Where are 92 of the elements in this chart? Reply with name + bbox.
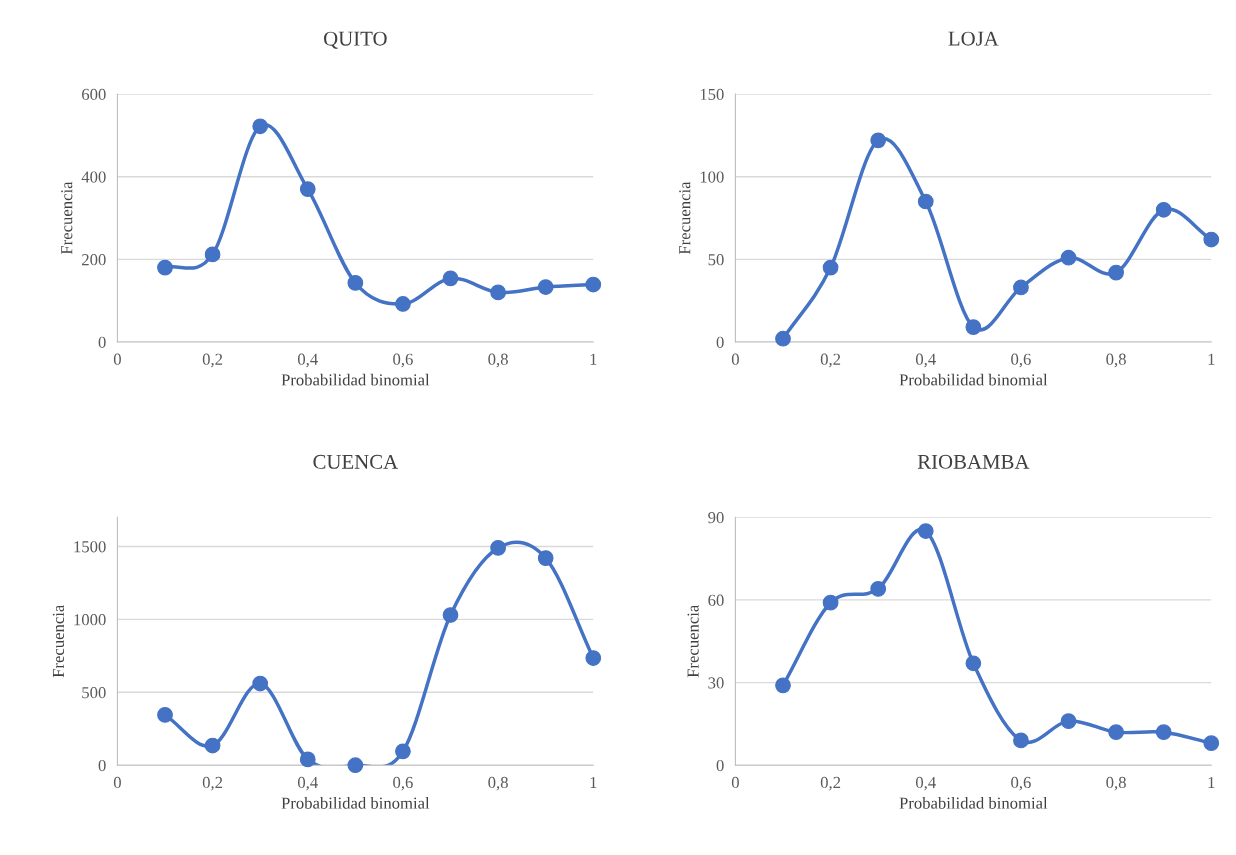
y-tick-label: 0 — [98, 759, 106, 772]
point — [585, 276, 602, 293]
x-tick-label: 0,4 — [297, 776, 318, 791]
point — [965, 319, 982, 335]
x-tick-label: 0,6 — [1011, 353, 1031, 368]
point — [442, 270, 459, 287]
y-tick-label: 100 — [700, 171, 724, 183]
x-tick-label: 0 — [113, 776, 121, 789]
point — [917, 193, 934, 210]
y-tick-label: 1000 — [74, 614, 106, 626]
y-axis-title: Frecuencia — [52, 604, 65, 678]
point — [347, 275, 364, 291]
point — [822, 259, 839, 276]
point — [1013, 279, 1029, 296]
point — [490, 284, 506, 301]
y-tick-label: 200 — [82, 254, 106, 266]
point — [1060, 249, 1077, 266]
x-tick-label: 0,8 — [1106, 353, 1126, 368]
y-axis-title: Frecuencia — [687, 604, 699, 678]
point — [775, 330, 791, 347]
x-tick-label: 0,2 — [202, 353, 223, 368]
x-tick-label: 1 — [1208, 353, 1215, 365]
x-axis-title: Probabilidad binomial — [899, 797, 1048, 809]
x-axis-title: Probabilidad binomial — [899, 373, 1048, 386]
point — [1203, 735, 1220, 752]
point — [917, 523, 934, 539]
chart-title: RIOBAMBA — [917, 454, 1030, 469]
point — [490, 540, 506, 556]
point — [1155, 201, 1172, 218]
x-tick-label: 0 — [731, 776, 739, 789]
point — [204, 737, 221, 754]
x-axis-title: Probabilidad binomial — [281, 797, 430, 809]
point — [870, 132, 887, 149]
point — [585, 650, 602, 666]
x-tick-label: 0,2 — [202, 776, 223, 791]
x-tick-label: 0,2 — [820, 353, 841, 368]
y-tick-label: 600 — [82, 88, 106, 100]
y-tick-label: 30 — [708, 677, 724, 689]
x-tick-label: 0 — [731, 353, 739, 365]
x-axis-title: Probabilidad binomial — [281, 373, 430, 386]
point — [775, 677, 791, 694]
point — [299, 751, 316, 768]
point — [1155, 724, 1172, 741]
point — [157, 707, 173, 723]
x-tick-label: 1 — [1208, 776, 1215, 788]
x-tick-label: 0,2 — [820, 776, 841, 791]
x-tick-label: 0,6 — [393, 776, 413, 791]
x-tick-label: 0,8 — [1106, 776, 1126, 791]
y-axis-title: Frecuencia — [61, 181, 73, 255]
point — [395, 743, 411, 760]
x-tick-label: 0,6 — [393, 353, 413, 368]
point — [204, 246, 221, 263]
y-tick-label: 500 — [82, 687, 106, 699]
point — [537, 279, 554, 295]
x-tick-label: 0,8 — [488, 353, 508, 368]
y-axis-title: Frecuencia — [679, 181, 691, 255]
x-tick-label: 0,4 — [297, 353, 318, 368]
y-tick-label: 0 — [716, 336, 724, 348]
point — [822, 594, 839, 611]
y-tick-label: 400 — [81, 171, 106, 183]
point — [1060, 713, 1077, 730]
y-tick-label: 60 — [708, 594, 724, 606]
point — [965, 655, 982, 672]
x-tick-label: 1 — [590, 776, 597, 788]
point — [1108, 724, 1124, 741]
point — [395, 296, 411, 312]
y-tick-label: 0 — [98, 336, 106, 348]
point — [347, 757, 364, 774]
x-tick-label: 0,6 — [1011, 776, 1031, 791]
point — [870, 581, 887, 597]
point — [1108, 264, 1124, 281]
point — [252, 675, 269, 692]
y-tick-label: 150 — [700, 88, 724, 100]
point — [252, 118, 269, 135]
point — [1203, 231, 1220, 248]
y-tick-label: 1500 — [74, 541, 106, 553]
y-tick-label: 0 — [716, 759, 724, 772]
chart-title: LOJA — [948, 31, 999, 46]
chart-title: QUITO — [323, 31, 387, 49]
x-tick-label: 1 — [590, 353, 597, 365]
y-tick-label: 90 — [708, 511, 724, 524]
point — [299, 181, 316, 197]
point — [157, 259, 173, 276]
x-tick-label: 0 — [113, 353, 121, 365]
point — [537, 550, 554, 566]
x-tick-label: 0,8 — [488, 776, 508, 791]
y-tick-label: 50 — [708, 254, 724, 266]
chart-title: CUENCA — [313, 454, 399, 469]
point — [1013, 732, 1029, 749]
x-tick-label: 0,4 — [915, 353, 936, 368]
x-tick-label: 0,4 — [915, 776, 936, 791]
point — [442, 607, 459, 623]
